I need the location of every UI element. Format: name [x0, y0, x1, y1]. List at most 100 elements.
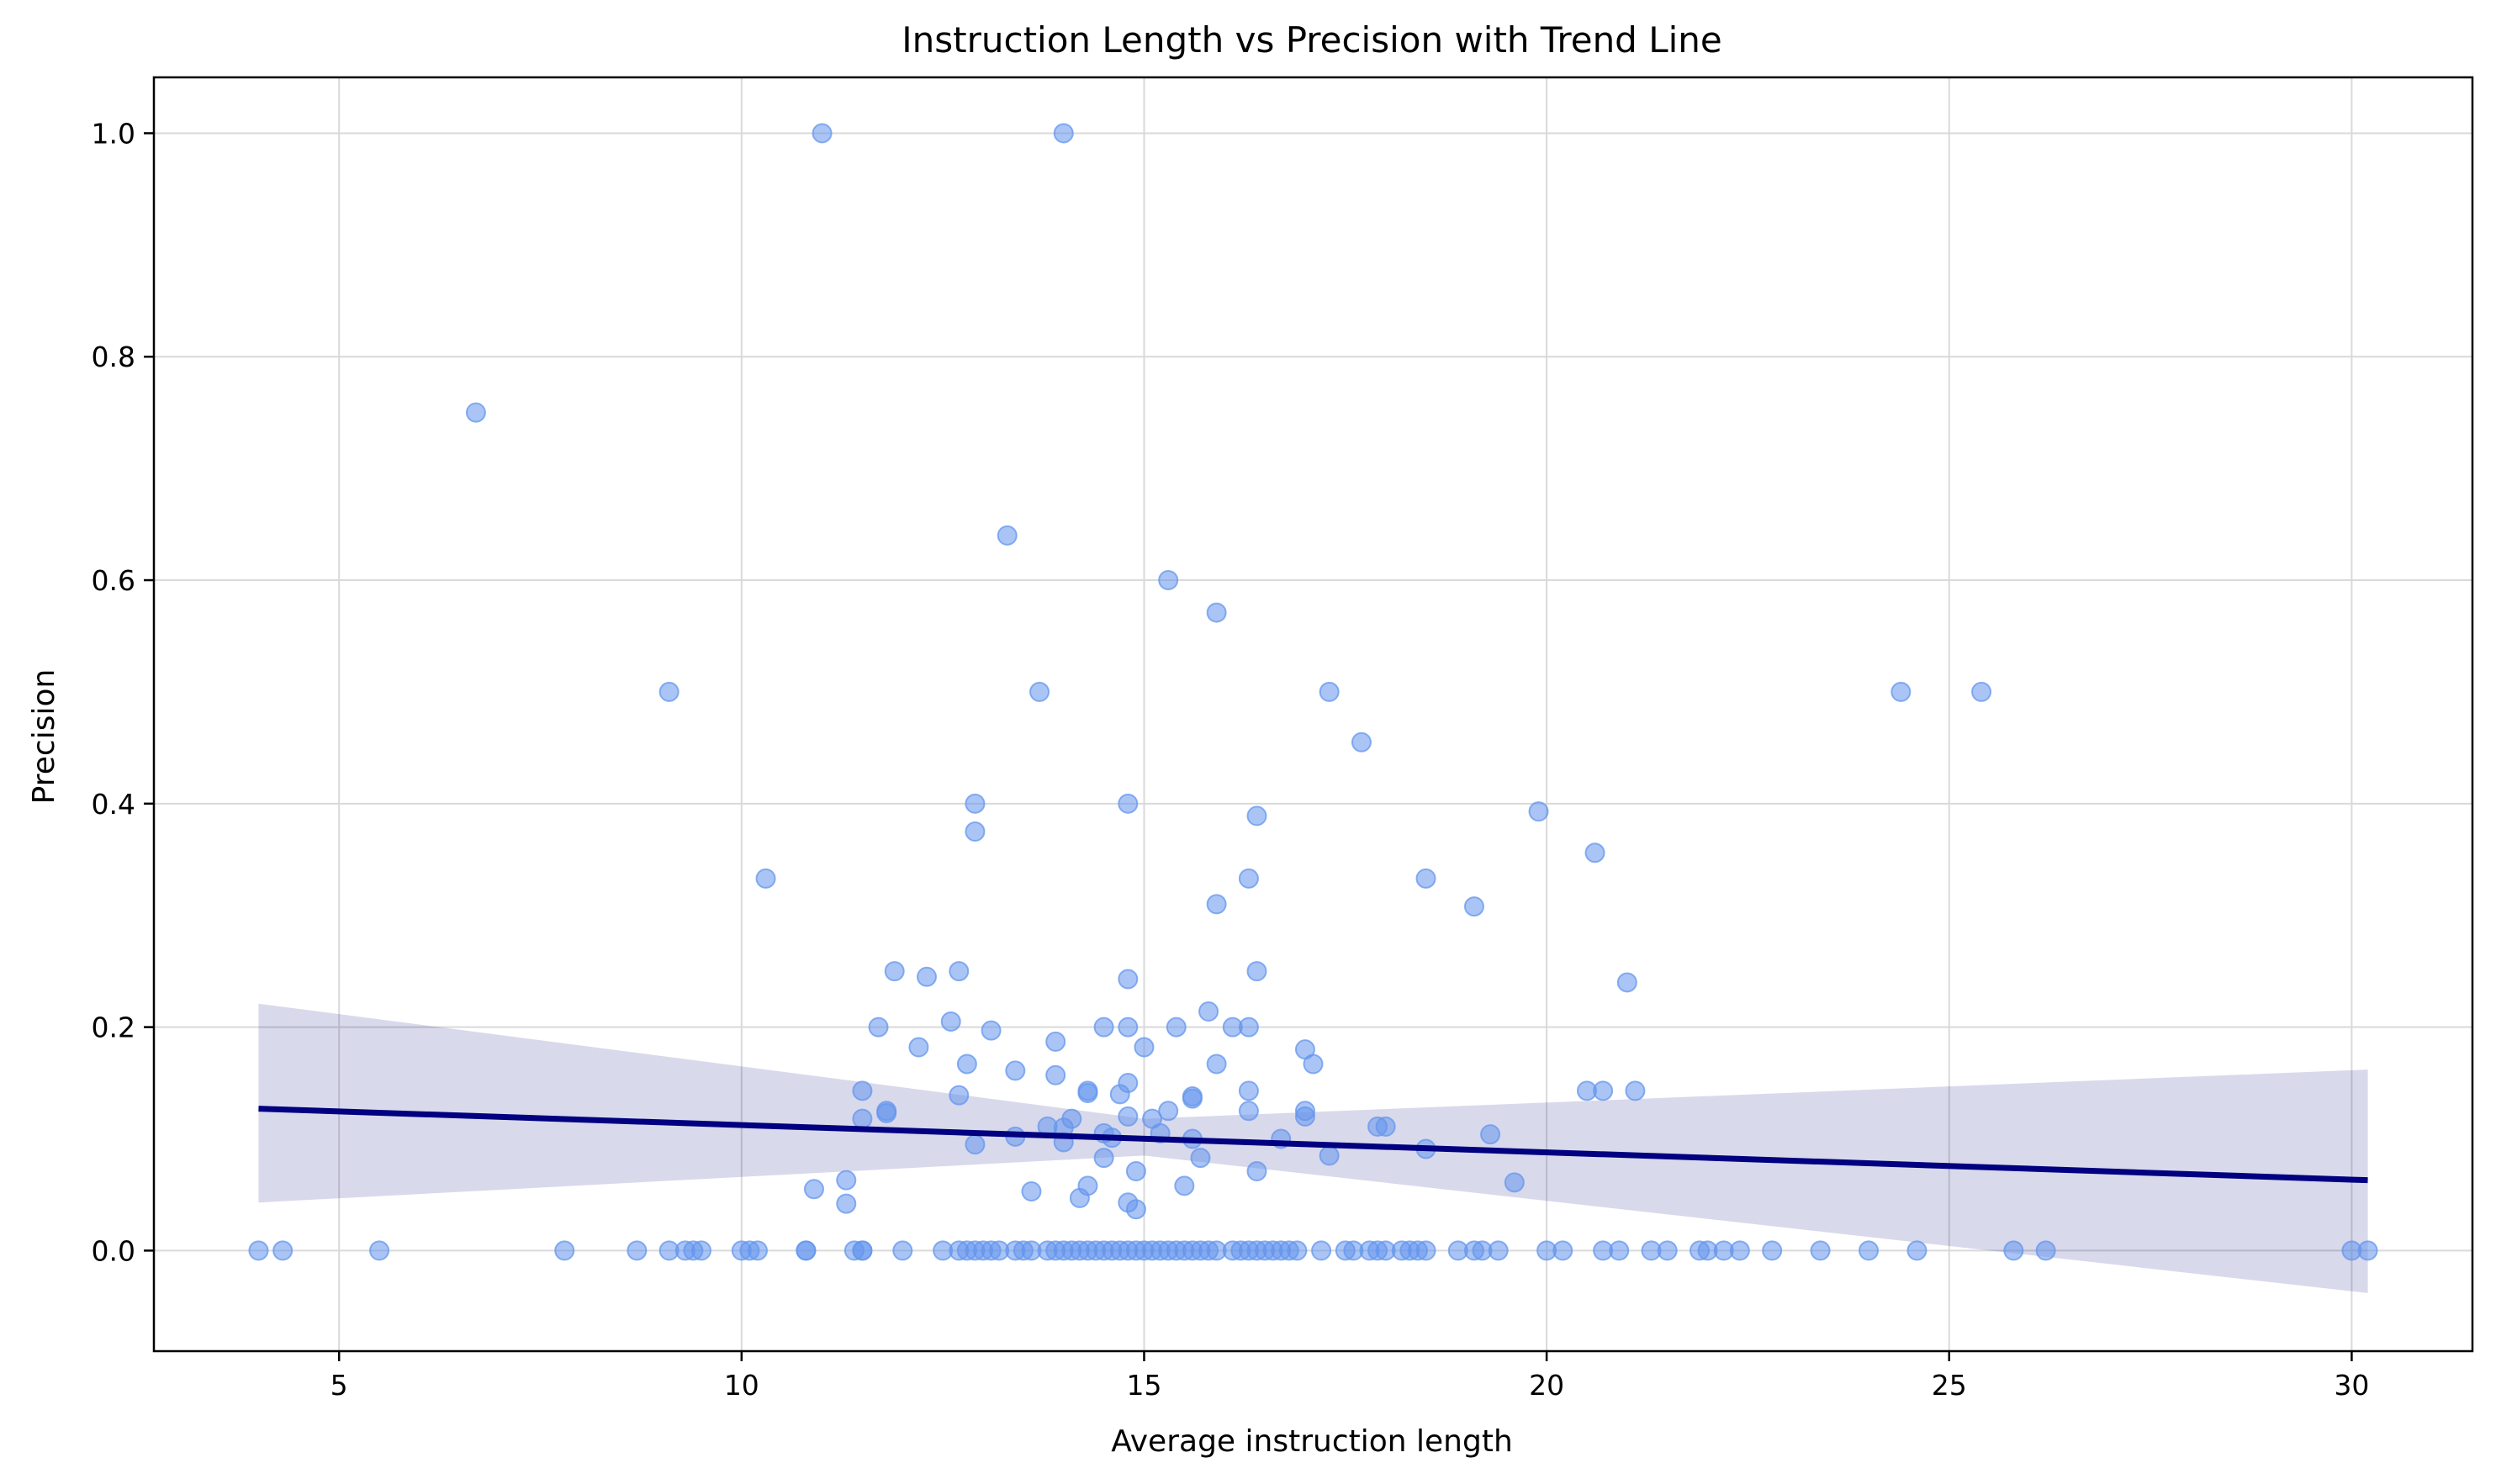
axes: 5 10 15 20 25 30 0.0 0.2 0.4 0.6 0.8 1.0 — [92, 76, 2474, 1402]
data-point — [1206, 1054, 1227, 1075]
data-point — [1287, 1240, 1308, 1261]
x-tick-label: 25 — [1932, 1369, 1967, 1402]
data-point — [812, 123, 833, 144]
data-points — [248, 123, 2378, 1261]
data-point — [1891, 681, 1912, 702]
data-point — [747, 1240, 768, 1261]
data-point — [1762, 1240, 1783, 1261]
data-point — [1609, 1240, 1630, 1261]
chart-title: Instruction Length vs Precision with Tre… — [902, 19, 1721, 61]
data-point — [1069, 1187, 1090, 1208]
data-point — [868, 1017, 889, 1038]
data-point — [658, 681, 680, 702]
data-point — [1182, 1088, 1203, 1109]
data-point — [554, 1240, 575, 1261]
data-point — [965, 1134, 986, 1155]
data-point — [997, 525, 1018, 546]
data-point — [272, 1240, 293, 1261]
data-point — [1021, 1180, 1042, 1201]
trend-line — [258, 1106, 2368, 1184]
data-point — [1528, 801, 1549, 822]
data-point — [884, 961, 905, 982]
data-point — [836, 1193, 857, 1214]
data-point — [1584, 842, 1605, 863]
y-tick-label: 0.6 — [92, 564, 135, 597]
data-point — [1093, 1017, 1114, 1038]
data-point — [1198, 1001, 1219, 1022]
data-point — [852, 1080, 873, 1101]
data-point — [1174, 1175, 1195, 1196]
data-point — [908, 1037, 929, 1058]
data-point — [1415, 868, 1436, 889]
data-point — [1125, 1199, 1146, 1220]
x-tick-label: 30 — [2334, 1369, 2369, 1402]
data-point — [1246, 961, 1267, 982]
data-point — [369, 1240, 390, 1261]
data-point — [1029, 681, 1050, 702]
data-point — [852, 1240, 873, 1261]
data-point — [940, 1011, 961, 1032]
data-point — [949, 1085, 970, 1106]
data-point — [1906, 1240, 1928, 1261]
data-point — [1206, 894, 1227, 915]
data-point — [1206, 602, 1227, 623]
data-point — [1593, 1080, 1614, 1101]
data-point — [876, 1102, 897, 1123]
data-point — [1109, 1084, 1130, 1105]
data-point — [1480, 1124, 1501, 1145]
x-tick-label: 15 — [1126, 1369, 1161, 1402]
data-point — [1375, 1116, 1396, 1137]
data-point — [1238, 1101, 1259, 1122]
data-point — [965, 821, 986, 842]
data-point — [248, 1240, 269, 1261]
data-point — [1625, 1080, 1646, 1101]
y-axis-label: Precision — [27, 669, 61, 805]
data-point — [1319, 1145, 1340, 1166]
data-point — [2003, 1240, 2024, 1261]
plot-frame — [152, 76, 2474, 1353]
y-tick-label: 1.0 — [92, 117, 135, 150]
data-point — [1118, 1017, 1139, 1038]
data-point — [1488, 1240, 1509, 1261]
data-point — [1005, 1060, 1026, 1081]
data-point — [1859, 1240, 1880, 1261]
data-point — [1053, 123, 1074, 144]
grid — [154, 77, 2472, 1351]
data-point — [1463, 896, 1484, 917]
data-point — [1246, 1161, 1267, 1182]
y-tick-label: 0.2 — [92, 1011, 135, 1044]
data-point — [1045, 1031, 1066, 1052]
data-point — [1166, 1017, 1187, 1038]
data-point — [1077, 1083, 1098, 1104]
data-point — [1294, 1106, 1315, 1127]
data-point — [956, 1054, 977, 1075]
y-tick-label: 0.4 — [92, 788, 135, 821]
data-point — [1246, 805, 1267, 826]
data-point — [1125, 1161, 1146, 1182]
data-point — [796, 1240, 817, 1261]
data-point — [1158, 570, 1179, 591]
confidence-band — [258, 1003, 2368, 1293]
x-tick-label: 5 — [331, 1369, 348, 1402]
data-point — [690, 1240, 711, 1261]
data-point — [1045, 1064, 1066, 1085]
data-point — [1158, 1101, 1179, 1122]
data-point — [1415, 1240, 1436, 1261]
data-point — [627, 1240, 648, 1261]
x-tick-label: 10 — [724, 1369, 759, 1402]
data-point — [1319, 681, 1340, 702]
data-point — [1616, 972, 1637, 993]
data-point — [1118, 969, 1139, 990]
data-point — [755, 868, 776, 889]
data-point — [1729, 1240, 1750, 1261]
data-point — [1093, 1148, 1114, 1169]
data-point — [1238, 1017, 1259, 1038]
data-point — [1118, 793, 1139, 814]
y-tick-label: 0.0 — [92, 1234, 135, 1267]
data-point — [1134, 1037, 1155, 1058]
data-point — [1971, 681, 1992, 702]
data-point — [1238, 868, 1259, 889]
data-point — [1810, 1240, 1831, 1261]
data-point — [465, 402, 486, 423]
data-point — [1118, 1106, 1139, 1127]
